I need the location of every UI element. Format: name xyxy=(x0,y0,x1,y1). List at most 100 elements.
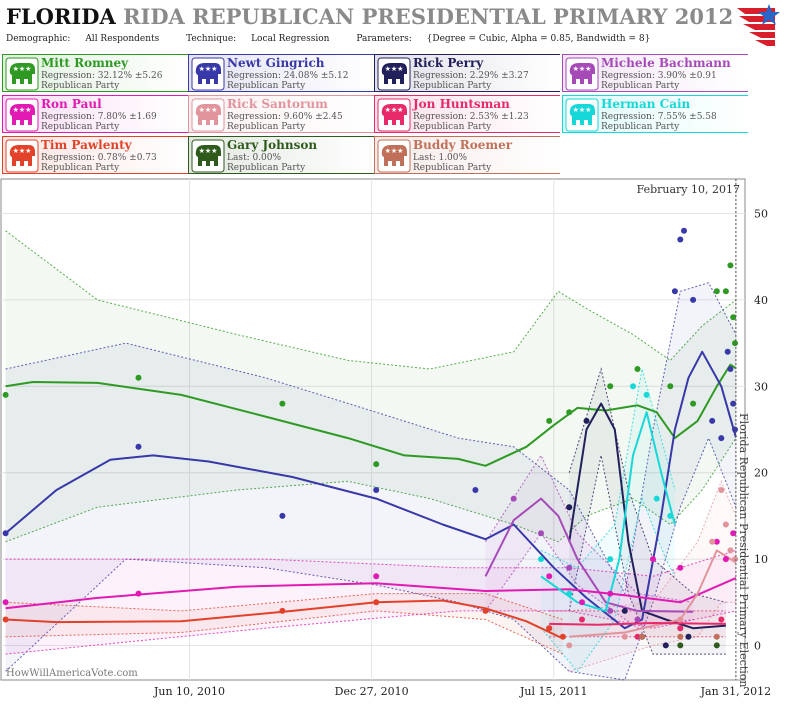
elephant-icon: ★★★ xyxy=(191,139,225,173)
legend-stat: Regression: 0.78% ±0.73 xyxy=(41,153,157,163)
poll-point xyxy=(546,417,553,424)
poll-point xyxy=(607,556,614,563)
poll-point xyxy=(373,487,380,493)
poll-point xyxy=(727,366,734,372)
poll-point xyxy=(671,288,678,295)
svg-text:★★★: ★★★ xyxy=(385,106,404,114)
legend-stat: Regression: 9.60% ±2.45 xyxy=(227,112,343,122)
technique-value: Local Regression xyxy=(251,34,330,44)
legend-name: Tim Pawlenty xyxy=(41,138,132,152)
legend-item: ★★★ Buddy Roemer Last: 1.00% Republican Par… xyxy=(374,136,560,174)
regression-line xyxy=(5,577,737,610)
poll-point xyxy=(685,633,692,640)
band-upper xyxy=(569,479,737,612)
band-upper xyxy=(5,593,564,620)
svg-text:★★★: ★★★ xyxy=(199,147,218,155)
election-label: Florida Republican Presidential Primary … xyxy=(737,413,750,687)
poll-point xyxy=(732,426,738,433)
date-label: February 10, 2017 xyxy=(637,183,740,196)
confidence-band xyxy=(485,455,694,629)
confidence-band xyxy=(569,369,726,655)
confidence-band xyxy=(5,282,736,680)
poll-point xyxy=(482,607,489,614)
poll-point xyxy=(677,633,684,640)
poll-point xyxy=(677,564,684,571)
poll-point xyxy=(135,443,142,450)
legend-party: Republican Party xyxy=(601,81,680,91)
poll-point xyxy=(607,383,614,390)
poll-point xyxy=(566,590,573,597)
legend-item: ★★★ Gary Johnson Last: 0.00% Republican Par… xyxy=(188,136,374,174)
poll-point xyxy=(653,495,660,502)
y-tick-label: 30 xyxy=(754,380,768,393)
watermark: HowWillAmericaVote.com xyxy=(6,668,138,679)
demographic-value: All Respondents xyxy=(85,34,160,44)
svg-text:★★★: ★★★ xyxy=(199,106,218,114)
poll-point xyxy=(373,461,380,468)
y-tick-label: 50 xyxy=(754,208,768,221)
legend-stat: Regression: 2.29% ±3.27 xyxy=(413,71,529,81)
legend-party: Republican Party xyxy=(227,81,306,91)
poll-point xyxy=(727,547,734,554)
legend-item: ★★★ Tim Pawlenty Regression: 0.78% ±0.73 Re… xyxy=(2,136,188,174)
legend-name: Mitt Romney xyxy=(41,56,129,70)
band-upper xyxy=(485,454,694,603)
poll-point xyxy=(546,573,553,580)
confidence-band xyxy=(5,230,736,542)
poll-point xyxy=(279,400,286,407)
x-tick-label: Jan 31, 2012 xyxy=(700,685,772,698)
poll-point xyxy=(621,607,628,614)
poll-point xyxy=(713,633,720,640)
poll-point xyxy=(730,314,737,321)
poll-point xyxy=(709,417,716,424)
demographic-label: Demographic: xyxy=(6,34,71,44)
legend-stat: Regression: 3.90% ±0.91 xyxy=(601,71,717,81)
poll-point xyxy=(546,625,553,632)
legend-name: Rick Perry xyxy=(413,56,484,70)
poll-point xyxy=(2,391,9,398)
elephant-icon: ★★★ xyxy=(377,139,411,173)
poll-point xyxy=(727,262,734,269)
legend-item: ★★★ Jon Huntsman Regression: 2.53% ±1.23 Re… xyxy=(374,95,560,133)
elephant-icon: ★★★ xyxy=(191,57,225,91)
y-tick-label: 10 xyxy=(754,553,768,566)
poll-point xyxy=(677,236,684,243)
elephant-icon: ★★★ xyxy=(5,98,39,132)
x-tick-label: Dec 27, 2010 xyxy=(335,685,409,698)
legend-item: ★★★ Rick Santorum Regression: 9.60% ±2.45 R… xyxy=(188,95,374,133)
technique-info: Technique: Local Regression xyxy=(186,34,341,44)
poll-point xyxy=(538,556,544,563)
legend-party: Republican Party xyxy=(41,81,120,91)
poll-point xyxy=(566,642,573,649)
legend-name: Herman Cain xyxy=(601,97,691,111)
legend-party: Republican Party xyxy=(413,122,492,132)
poll-point xyxy=(538,530,544,537)
poll-point xyxy=(667,512,674,519)
legend-name: Buddy Roemer xyxy=(413,138,513,152)
technique-label: Technique: xyxy=(186,34,237,44)
poll-point xyxy=(730,530,737,537)
svg-text:★★★: ★★★ xyxy=(573,65,592,73)
legend-party: Republican Party xyxy=(41,163,120,173)
poll-point xyxy=(718,487,725,493)
poll-point xyxy=(677,625,684,632)
poll-point xyxy=(667,383,674,390)
poll-point xyxy=(718,435,725,442)
poll-point xyxy=(732,340,738,347)
legend-stat: Regression: 2.53% ±1.23 xyxy=(413,112,529,122)
poll-point xyxy=(630,383,636,390)
poll-point xyxy=(690,400,697,407)
legend-stat: Last: 0.00% xyxy=(227,153,282,163)
poll-point xyxy=(690,296,697,303)
legend-name: Gary Johnson xyxy=(227,138,318,152)
poll-point xyxy=(677,616,684,623)
poll-point xyxy=(566,504,573,511)
poll-point xyxy=(732,556,738,563)
svg-text:★★★: ★★★ xyxy=(199,65,218,73)
poll-point xyxy=(559,633,566,640)
legend-name: Jon Huntsman xyxy=(413,97,510,111)
poll-point xyxy=(579,599,585,606)
legend-item: ★★★ Rick Perry Regression: 2.29% ±3.27 Repu… xyxy=(374,54,560,92)
poll-point xyxy=(2,530,9,537)
poll-point xyxy=(566,409,573,416)
